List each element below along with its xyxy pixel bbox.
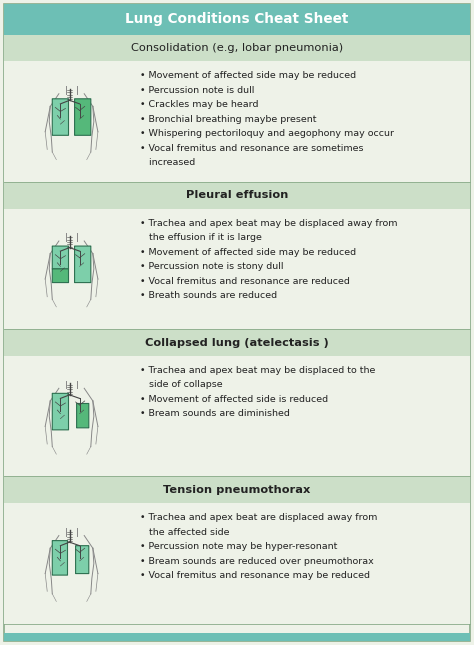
FancyBboxPatch shape [4, 35, 470, 61]
FancyBboxPatch shape [4, 633, 470, 641]
Text: • Percussion note is dull: • Percussion note is dull [140, 86, 254, 95]
Text: Pleural effusion: Pleural effusion [186, 190, 288, 200]
Text: • Percussion note is stony dull: • Percussion note is stony dull [140, 262, 283, 271]
Text: Lung Conditions Cheat Sheet: Lung Conditions Cheat Sheet [125, 12, 349, 26]
FancyBboxPatch shape [52, 99, 69, 135]
Text: • Breath sounds are reduced: • Breath sounds are reduced [140, 291, 277, 300]
Text: • Vocal fremitus and resonance may be reduced: • Vocal fremitus and resonance may be re… [140, 571, 370, 580]
Text: • Bream sounds are diminished: • Bream sounds are diminished [140, 410, 290, 419]
FancyBboxPatch shape [4, 477, 470, 503]
FancyBboxPatch shape [4, 4, 470, 641]
Text: increased: increased [140, 158, 195, 167]
Text: • Movement of affected side is reduced: • Movement of affected side is reduced [140, 395, 328, 404]
FancyBboxPatch shape [4, 61, 470, 182]
Text: • Percussion note may be hyper-resonant: • Percussion note may be hyper-resonant [140, 542, 337, 551]
Text: Collapsed lung (atelectasis ): Collapsed lung (atelectasis ) [145, 337, 329, 348]
Text: • Whispering pectoriloquy and aegophony may occur: • Whispering pectoriloquy and aegophony … [140, 129, 394, 138]
FancyBboxPatch shape [4, 503, 470, 624]
FancyBboxPatch shape [52, 269, 69, 283]
Text: the effusion if it is large: the effusion if it is large [140, 233, 262, 242]
FancyBboxPatch shape [4, 182, 470, 208]
Text: • Bronchial breathing maybe present: • Bronchial breathing maybe present [140, 115, 316, 124]
Text: • Movement of affected side may be reduced: • Movement of affected side may be reduc… [140, 72, 356, 80]
Text: • Crackles may be heard: • Crackles may be heard [140, 100, 258, 109]
FancyBboxPatch shape [74, 246, 91, 283]
Text: • Trachea and apex beat may be displaced to the: • Trachea and apex beat may be displaced… [140, 366, 375, 375]
Text: Consolidation (e.g, lobar pneumonia): Consolidation (e.g, lobar pneumonia) [131, 43, 343, 53]
FancyBboxPatch shape [4, 208, 470, 329]
Text: • Bream sounds are reduced over pneumothorax: • Bream sounds are reduced over pneumoth… [140, 557, 374, 566]
FancyBboxPatch shape [4, 356, 470, 477]
FancyBboxPatch shape [52, 246, 69, 269]
FancyBboxPatch shape [74, 99, 91, 135]
Text: • Movement of affected side may be reduced: • Movement of affected side may be reduc… [140, 248, 356, 257]
FancyBboxPatch shape [77, 404, 89, 428]
Text: • Vocal fremitus and resonance are sometimes: • Vocal fremitus and resonance are somet… [140, 144, 364, 153]
Text: Tension pneumothorax: Tension pneumothorax [164, 485, 310, 495]
Text: • Vocal fremitus and resonance are reduced: • Vocal fremitus and resonance are reduc… [140, 277, 350, 286]
FancyBboxPatch shape [52, 393, 69, 430]
FancyBboxPatch shape [75, 546, 89, 573]
FancyBboxPatch shape [4, 329, 470, 356]
Text: • Trachea and apex beat may be displaced away from: • Trachea and apex beat may be displaced… [140, 219, 397, 228]
FancyBboxPatch shape [52, 541, 67, 575]
Text: the affected side: the affected side [140, 528, 229, 537]
Text: side of collapse: side of collapse [140, 381, 222, 390]
Text: • Trachea and apex beat are displaced away from: • Trachea and apex beat are displaced aw… [140, 513, 377, 522]
FancyBboxPatch shape [4, 4, 470, 35]
